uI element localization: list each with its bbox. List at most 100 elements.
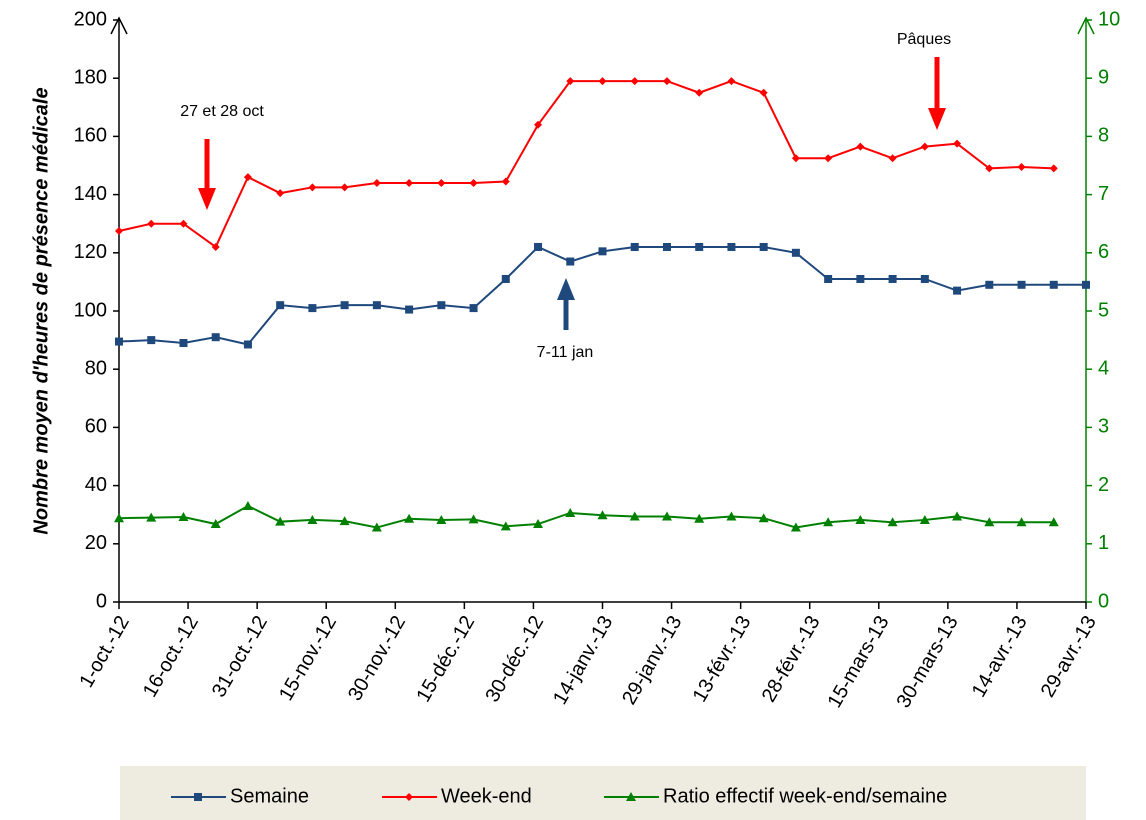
y-tick-label: 140 <box>74 183 107 205</box>
data-point <box>1016 517 1027 527</box>
x-tick-label: 16-oct.-12 <box>139 612 203 701</box>
annotation-arrow <box>928 57 946 130</box>
data-point <box>114 513 124 523</box>
legend-marker <box>626 792 636 801</box>
data-point <box>662 77 671 86</box>
data-point <box>115 226 123 235</box>
data-point <box>179 219 188 228</box>
data-point <box>339 516 350 526</box>
data-point <box>178 512 189 522</box>
data-point <box>275 516 286 526</box>
x-tick-label: 14-janv.-13 <box>549 612 617 708</box>
data-point <box>115 337 123 346</box>
data-point <box>629 511 640 521</box>
y2-tick-label: 4 <box>1098 357 1109 379</box>
x-tick-label: 30-déc.-12 <box>481 612 548 706</box>
x-tick-label: 30-mars-13 <box>893 612 963 712</box>
data-point <box>276 189 285 198</box>
data-point <box>146 512 157 522</box>
data-point <box>566 77 575 86</box>
y-axis-arrow <box>110 16 128 35</box>
annotation: 7-11 jan <box>537 344 594 361</box>
legend-label: Week-end <box>441 785 532 807</box>
data-point <box>147 336 156 345</box>
data-point <box>791 154 800 163</box>
x-tick-label: 29-avr.-13 <box>1037 612 1101 701</box>
data-point <box>534 120 543 129</box>
data-point <box>533 519 544 529</box>
data-point <box>566 257 575 266</box>
data-point <box>501 274 510 283</box>
data-point <box>340 301 349 310</box>
data-point <box>985 280 994 289</box>
y-tick-label: 60 <box>85 416 107 438</box>
data-point <box>597 510 608 520</box>
data-point <box>469 304 478 313</box>
legend-marker <box>405 793 413 801</box>
y2-tick-label: 8 <box>1098 125 1109 147</box>
annotation-arrow <box>198 139 216 210</box>
data-point <box>340 183 349 192</box>
data-point <box>759 242 768 251</box>
data-point <box>468 514 479 524</box>
annotation-arrow <box>557 278 575 330</box>
x-tick-label: 30-nov.-12 <box>344 612 410 705</box>
data-point <box>985 164 994 173</box>
y-tick-label: 0 <box>96 590 107 612</box>
data-point <box>534 242 543 251</box>
data-point <box>211 242 220 251</box>
data-point <box>920 274 929 283</box>
y-tick-label: 100 <box>74 299 107 321</box>
data-point <box>243 173 252 182</box>
y-axis-label: Nombre moyen d'heures de présence médica… <box>30 87 52 534</box>
y-tick-label: 80 <box>85 357 107 379</box>
data-point <box>437 301 446 310</box>
y-tick-label: 160 <box>74 125 107 147</box>
data-point <box>276 301 285 310</box>
data-point <box>565 507 576 517</box>
data-point <box>695 242 704 251</box>
data-point <box>856 142 865 151</box>
x-tick-label: 15-nov.-12 <box>275 612 341 705</box>
legend-marker <box>194 793 202 801</box>
data-point <box>598 247 607 256</box>
data-point <box>405 178 414 187</box>
data-point <box>211 333 220 342</box>
data-point <box>179 339 188 348</box>
data-point <box>372 178 381 187</box>
data-point <box>405 305 414 314</box>
data-point <box>695 88 704 97</box>
y-tick-label: 20 <box>85 532 107 554</box>
data-point <box>308 304 317 313</box>
data-point <box>758 513 769 523</box>
y2-tick-label: 0 <box>1098 590 1109 612</box>
data-point <box>469 178 478 187</box>
data-point <box>308 183 317 192</box>
y2-tick-label: 6 <box>1098 241 1109 263</box>
x-tick-label: 28-févr.-13 <box>758 612 825 706</box>
data-point <box>888 154 897 163</box>
legend-label: Ratio effectif week-end/semaine <box>663 785 947 807</box>
series-line <box>118 80 1054 249</box>
data-point <box>1017 280 1026 289</box>
data-point <box>953 286 962 295</box>
data-point <box>501 177 510 186</box>
data-point <box>953 139 962 148</box>
data-point <box>630 77 639 86</box>
data-point <box>727 77 736 86</box>
data-point <box>243 340 252 349</box>
y-tick-label: 180 <box>74 66 107 88</box>
x-tick-label: 15-déc.-12 <box>412 612 479 706</box>
x-tick-label: 31-oct.-12 <box>208 612 272 701</box>
y-tick-label: 200 <box>74 8 107 30</box>
y-tick-label: 120 <box>74 241 107 263</box>
y2-tick-label: 7 <box>1098 183 1109 205</box>
data-point <box>1082 280 1090 289</box>
y2-tick-label: 2 <box>1098 474 1109 496</box>
data-point <box>661 511 672 521</box>
data-point <box>1049 280 1058 289</box>
data-point <box>888 274 897 283</box>
data-point <box>500 521 511 531</box>
data-point <box>727 242 736 251</box>
x-tick-label: 13-févr.-13 <box>689 612 756 706</box>
